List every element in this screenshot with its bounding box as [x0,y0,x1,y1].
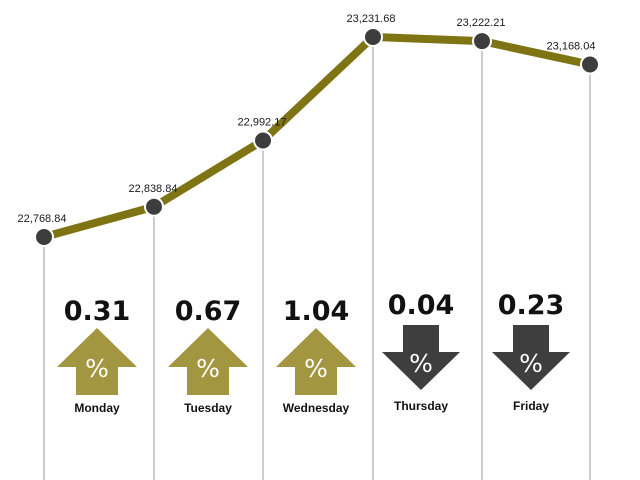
point-marker [144,196,164,217]
daily-changes: 0.31% Monday 0.67% Tuesday 1.04% Wednesday 0.0… [57,290,570,415]
change-block-thursday: 0.04% Thursday [382,290,460,413]
point-marker [253,130,273,151]
change-value: 0.23 [498,290,565,321]
day-label: Friday [513,399,549,413]
change-block-wednesday: 1.04% Wednesday [276,296,356,415]
guide-lines [43,37,591,480]
change-block-monday: 0.31% Monday [57,296,137,415]
change-block-tuesday: 0.67% Tuesday [168,296,248,415]
index-series-line [40,33,594,241]
point-value-label: 23,168.04 [547,40,596,52]
point-value-label: 22,838.84 [129,183,178,195]
point-markers [34,27,600,247]
point-marker [363,27,383,47]
value-labels: 22,768.84 22,838.84 22,992.17 23,231.68 23,2… [18,13,596,225]
up-arrow-icon [276,328,356,395]
up-arrow-icon [57,328,137,395]
percent-symbol: % [304,354,328,383]
percent-symbol: % [196,354,220,383]
change-value: 0.67 [175,296,242,327]
point-value-label: 22,992.17 [238,116,287,128]
percent-symbol: % [85,354,109,383]
point-marker [34,227,54,247]
day-label: Wednesday [283,401,350,415]
point-marker [580,54,600,75]
point-value-label: 23,231.68 [347,13,396,25]
down-arrow-icon [382,325,460,390]
change-value: 1.04 [283,296,350,327]
point-value-label: 22,768.84 [18,213,67,225]
down-arrow-icon [492,325,570,390]
up-arrow-icon [168,328,248,395]
point-value-label: 23,222.21 [457,17,506,29]
day-label: Tuesday [184,401,232,415]
change-value: 0.04 [388,290,455,321]
change-block-friday: 0.23% Friday [492,290,570,413]
change-value: 0.31 [64,296,131,327]
day-label: Thursday [394,399,448,413]
percent-symbol: % [409,349,433,378]
percent-symbol: % [519,349,543,378]
point-marker [472,31,492,52]
day-label: Monday [74,401,120,415]
